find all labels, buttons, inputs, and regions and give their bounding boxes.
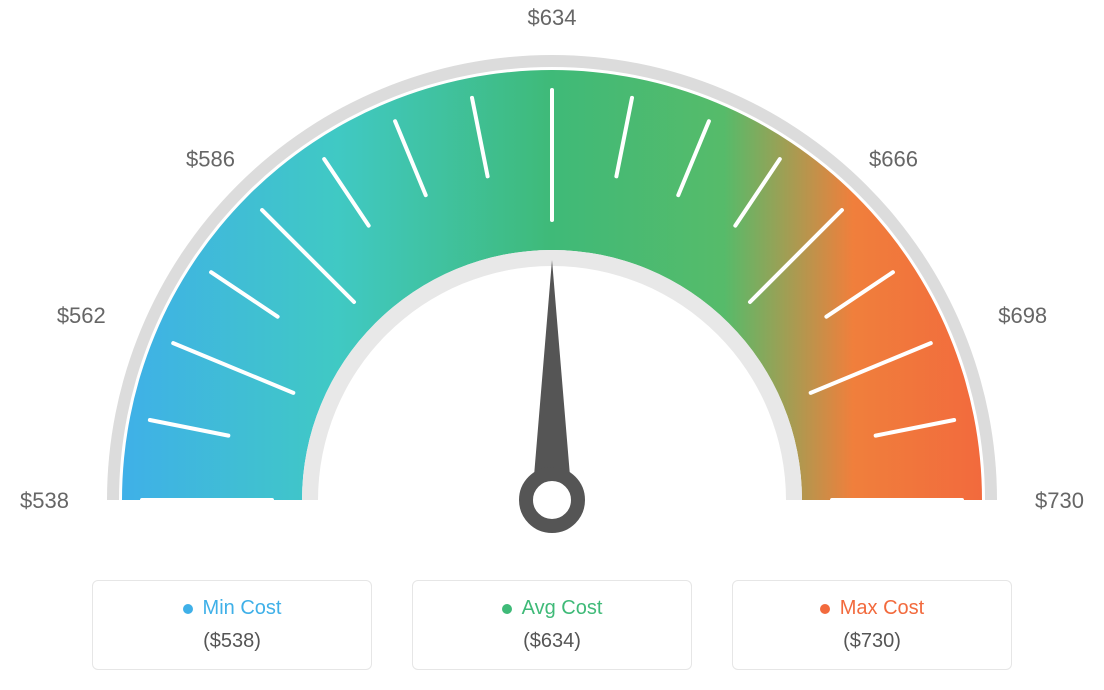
gauge-svg: $538 $562 $586 $634 $666 $698 $730 — [0, 0, 1104, 570]
legend-min-title: Min Cost — [203, 597, 282, 620]
gauge-tick-label: $538 — [20, 488, 69, 513]
gauge-chart-container: $538 $562 $586 $634 $666 $698 $730 Min Cost ($… — [0, 0, 1104, 690]
gauge-tick-label: $586 — [186, 146, 235, 171]
gauge-tick-label: $730 — [1035, 488, 1084, 513]
legend-avg-title: Avg Cost — [522, 597, 603, 620]
gauge-tick-label: $634 — [528, 5, 577, 30]
dot-max — [820, 604, 830, 614]
legend-min-value: ($538) — [117, 630, 347, 653]
gauge-tick-label: $562 — [57, 303, 106, 328]
dot-avg — [502, 604, 512, 614]
legend-avg: Avg Cost ($634) — [412, 580, 692, 670]
legend-max: Max Cost ($730) — [732, 580, 1012, 670]
legend-max-value: ($730) — [757, 630, 987, 653]
legend-avg-value: ($634) — [437, 630, 667, 653]
gauge-tick-label: $666 — [869, 146, 918, 171]
gauge-tick-label: $698 — [998, 303, 1047, 328]
legend-row: Min Cost ($538) Avg Cost ($634) Max Cost… — [0, 580, 1104, 670]
dot-min — [183, 604, 193, 614]
gauge-needle-hub — [526, 474, 578, 526]
legend-max-title: Max Cost — [840, 597, 924, 620]
legend-min: Min Cost ($538) — [92, 580, 372, 670]
